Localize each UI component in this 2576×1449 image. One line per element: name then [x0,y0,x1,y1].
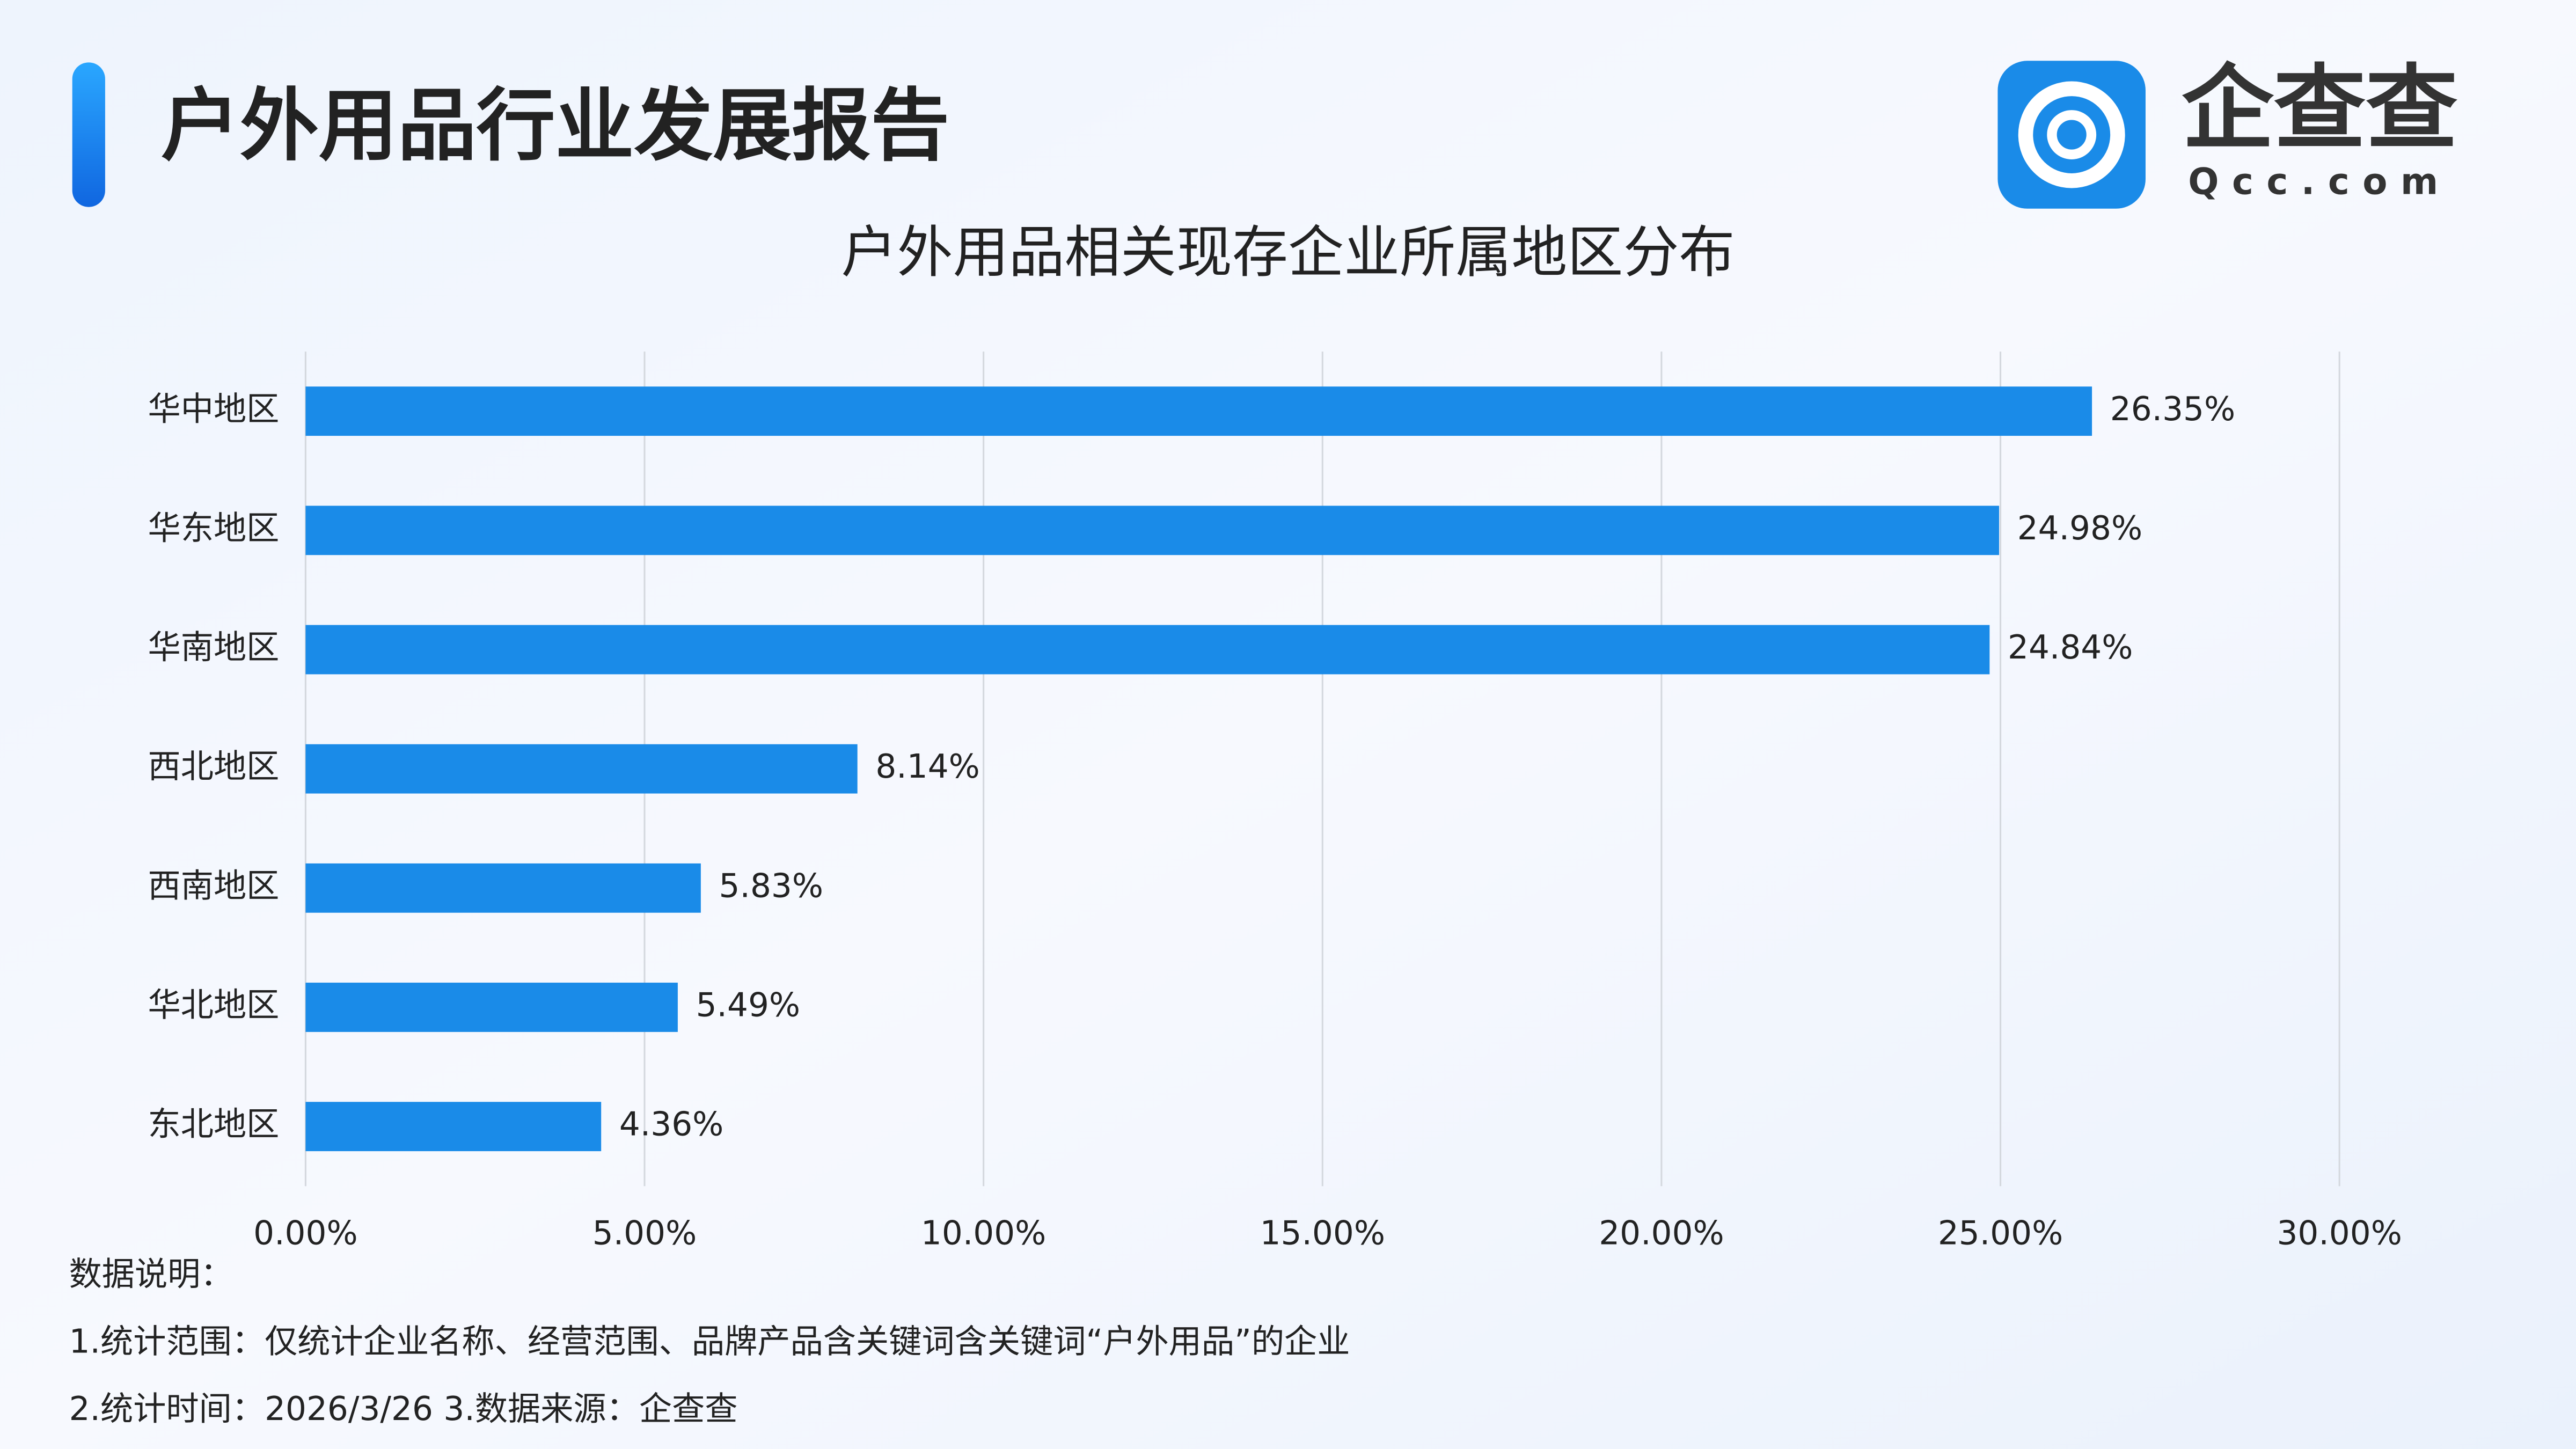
y-tick-label: 华南地区 [148,628,280,667]
note-line: 1.统计范围：仅统计企业名称、经营范围、品牌产品含关键词含关键词“户外用品”的企… [69,1323,1350,1361]
value-label: 5.83% [719,867,823,905]
x-tick-label: 15.00% [1260,1214,1385,1253]
bar [305,625,1990,675]
logo-ring [2018,81,2125,188]
bar [305,863,701,913]
x-tick-label: 5.00% [592,1214,697,1253]
value-label: 24.98% [2017,509,2142,547]
value-label: 26.35% [2110,390,2235,428]
logo-sub: Qcc.com [2188,160,2451,202]
x-tick-label: 0.00% [253,1214,357,1253]
bar [305,386,2092,436]
x-tick-label: 30.00% [2277,1214,2402,1253]
x-tick-label: 10.00% [921,1214,1046,1253]
y-tick-label: 西南地区 [148,867,280,905]
y-tick-label: 西北地区 [148,748,280,786]
title-accent [72,62,105,207]
bar [305,1102,602,1152]
y-tick-label: 华东地区 [148,509,280,547]
value-label: 5.49% [696,986,800,1024]
bar [305,506,2000,555]
x-tick-label: 25.00% [1938,1214,2063,1253]
note-line: 2.统计时间：2026/3/26 3.数据来源：企查查 [69,1390,738,1428]
value-label: 4.36% [619,1106,723,1144]
y-tick-label: 东北地区 [148,1106,280,1144]
notes-heading: 数据说明： [69,1255,233,1293]
value-label: 8.14% [875,748,979,786]
y-tick-label: 华北地区 [148,986,280,1024]
chart-title: 户外用品相关现存企业所属地区分布 [841,219,1735,285]
y-tick-label: 华中地区 [148,390,280,428]
logo-text: 企查查 [2182,55,2457,162]
bar [305,744,858,794]
x-tick-label: 20.00% [1599,1214,1724,1253]
page-title: 户外用品行业发展报告 [161,80,949,172]
bar [305,983,678,1032]
value-label: 24.84% [2008,628,2133,667]
logo-inner [2047,110,2097,159]
logo: 企查查 Qcc.com [1997,55,2458,209]
